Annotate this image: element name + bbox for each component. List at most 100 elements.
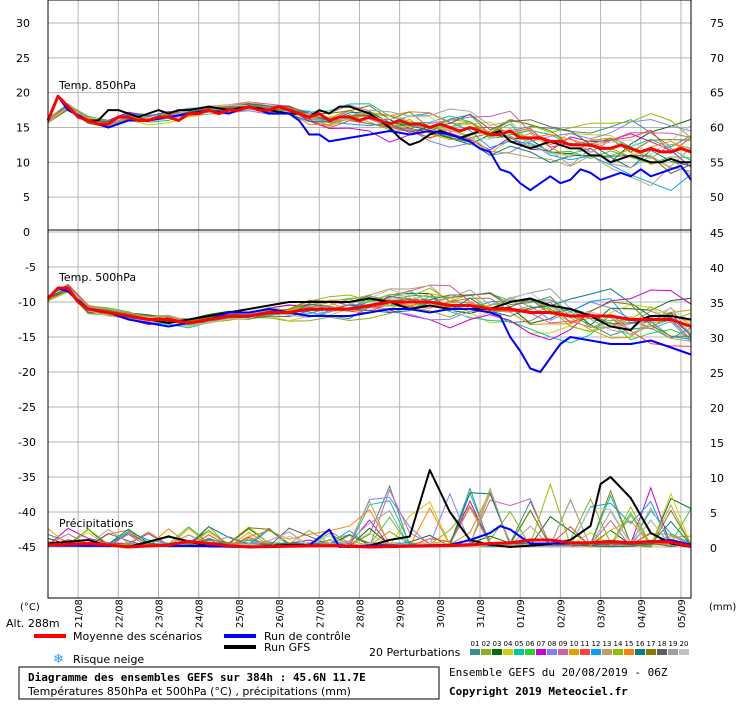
perturbation-swatch (558, 649, 568, 655)
legend-control-label: Run de contrôle (264, 630, 351, 643)
perturbation-id: 04 (504, 640, 513, 648)
perturbation-id: 12 (592, 640, 601, 648)
perturbation-id: 01 (471, 640, 480, 648)
perturbation-swatch (657, 649, 667, 655)
right-tick-label-500: 15 (710, 437, 724, 450)
perturbation-line (47, 104, 692, 192)
series-850-control (47, 95, 692, 192)
precip-perturbation-line (47, 482, 692, 548)
y-tick-label-500: -20 (18, 366, 36, 379)
right-tick-label-850: 55 (710, 156, 724, 169)
copyright: Copyright 2019 Meteociel.fr (449, 685, 628, 698)
right-tick-label-500: 45 (710, 227, 724, 240)
right-tick-label-500: 25 (710, 367, 724, 380)
perturbation-swatch (492, 649, 502, 655)
x-tick-label: 23/08 (155, 599, 166, 628)
perturbation-swatch (635, 649, 645, 655)
snowflake-icon: ❄ (53, 652, 64, 667)
left-unit-label: (°C) (20, 602, 40, 613)
y-tick-label-500: -40 (18, 506, 36, 519)
tick-labels: 21/08 22/08 23/08 24/08 25/08 26/08 27/08 28/08… (16, 17, 724, 628)
perturbation-swatch (470, 649, 480, 655)
perturbation-id: 03 (493, 640, 502, 648)
series-precip-mean (47, 538, 692, 549)
perturbation-id: 20 (680, 640, 689, 648)
y-tick-label-500: -35 (18, 471, 36, 484)
perturbation-swatch (646, 649, 656, 655)
y-tick-label-500: -10 (18, 296, 36, 309)
y-tick-label-500: -45 (18, 541, 36, 554)
right-tick-label-850: 65 (710, 87, 724, 100)
legend-mean-label: Moyenne des scénarios (73, 630, 202, 643)
perturbation-id: 09 (559, 640, 568, 648)
footer-box (18, 666, 440, 700)
y-tick-label-500: -15 (18, 331, 36, 344)
perturbation-swatch (514, 649, 524, 655)
perturbation-id: 05 (515, 640, 524, 648)
perturbation-id: 18 (658, 640, 667, 648)
series-500-control (47, 287, 692, 373)
panel-500-frame (47, 229, 692, 599)
right-tick-label-500: 0 (710, 542, 717, 555)
y-tick-label-850: 20 (16, 87, 30, 100)
perturbation-swatch (503, 649, 513, 655)
perturbation-id: 14 (614, 640, 623, 648)
panel-500-label: Temp. 500hPa (58, 271, 136, 284)
right-tick-label-850: 60 (710, 122, 724, 135)
x-tick-label: 26/08 (275, 599, 286, 628)
perturbation-id: 02 (482, 640, 491, 648)
y-tick-label-850: 25 (16, 52, 30, 65)
right-tick-label-500: 5 (710, 507, 717, 520)
perturbation-id: 07 (537, 640, 546, 648)
y-tick-label-850: 30 (16, 17, 30, 30)
right-tick-label-850: 50 (710, 191, 724, 204)
right-tick-label-850: 70 (710, 52, 724, 65)
perturbations-label: 20 Perturbations (369, 646, 461, 659)
perturbation-id: 11 (581, 640, 590, 648)
x-tick-label: 03/09 (597, 599, 608, 628)
legend-gfs-label: Run GFS (264, 641, 310, 654)
perturbation-legend: 01 02 03 04 05 06 07 08 09 10 11 12 13 14 15 16 17 18 19 20 (470, 640, 689, 655)
perturbation-swatch (580, 649, 590, 655)
perturbation-swatch (602, 649, 612, 655)
perturbation-swatch (525, 649, 535, 655)
x-tick-label: 27/08 (315, 599, 326, 628)
y-tick-label-500: -5 (25, 261, 36, 274)
perturbation-lines (47, 101, 692, 548)
x-tick-label: 01/09 (516, 599, 527, 628)
x-tick-label: 29/08 (396, 599, 407, 628)
right-tick-label-500: 20 (710, 402, 724, 415)
panel-850-label: Temp. 850hPa (58, 79, 136, 92)
y-tick-label-850: 15 (16, 122, 30, 135)
x-tick-label: 22/08 (114, 599, 125, 628)
x-tick-label: 31/08 (476, 599, 487, 628)
series-500-mean (46, 286, 692, 328)
perturbation-swatch (481, 649, 491, 655)
footer-title: Diagramme des ensembles GEFS sur 384h : … (28, 671, 366, 684)
precip-label: Précipitations (59, 517, 134, 530)
y-tick-label-850: 0 (23, 226, 30, 239)
main-series (46, 94, 692, 549)
perturbation-line (47, 287, 692, 344)
perturbation-id: 13 (603, 640, 612, 648)
perturbation-swatch (569, 649, 579, 655)
y-tick-label-850: 5 (23, 191, 30, 204)
perturbation-line (47, 103, 692, 162)
altitude-label: Alt. 288m (6, 617, 60, 630)
perturbation-swatch (547, 649, 557, 655)
footer-subtitle: Températures 850hPa et 500hPa (°C) , pré… (27, 685, 351, 698)
x-tick-label: 25/08 (235, 599, 246, 628)
perturbation-id: 08 (548, 640, 557, 648)
legend-snow-label: Risque neige (73, 653, 144, 666)
perturbation-swatch (591, 649, 601, 655)
y-tick-label-500: -30 (18, 436, 36, 449)
y-tick-label-500: -25 (18, 401, 36, 414)
perturbation-swatch (624, 649, 634, 655)
x-tick-label: 28/08 (355, 599, 366, 628)
perturbation-id: 10 (570, 640, 579, 648)
right-tick-label-850: 75 (710, 17, 724, 30)
perturbation-id: 19 (669, 640, 678, 648)
x-tick-label: 04/09 (637, 599, 648, 628)
